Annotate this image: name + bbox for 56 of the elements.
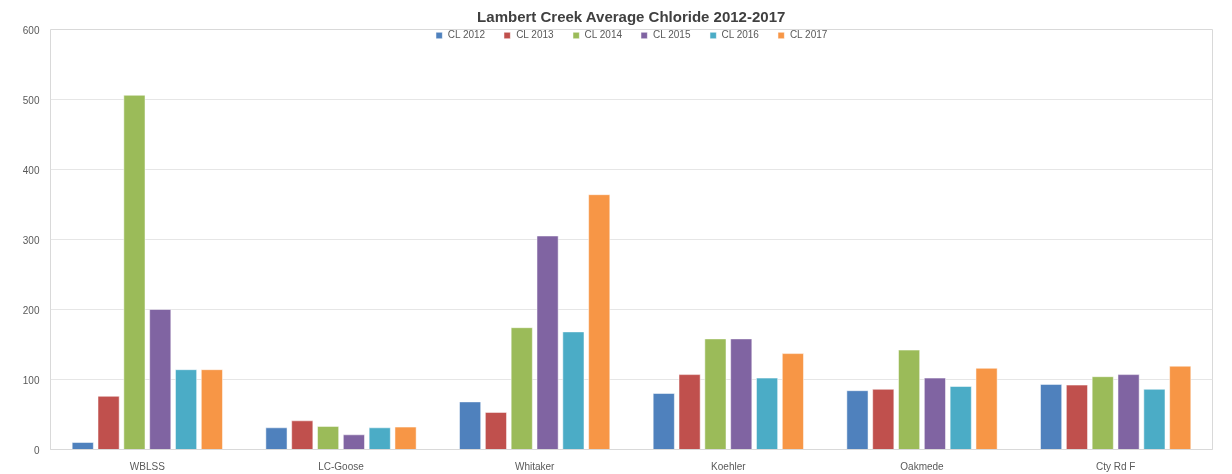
bar [1091,376,1114,450]
bar [872,389,895,450]
bar [175,369,197,450]
bar [265,427,288,450]
bar [291,420,314,450]
bar [782,353,804,450]
y-tick-label: 200 [22,304,40,316]
bar [588,194,611,450]
bar [536,235,559,450]
bar [756,377,778,450]
x-tick-label: LC-Goose [318,460,365,472]
y-tick-label: 300 [22,234,40,246]
x-tick-label: Cty Rd F [1095,460,1136,472]
y-tick-label: 500 [22,94,40,106]
legend-label: CL 2013 [516,29,554,40]
y-tick-label: 100 [22,374,40,386]
bar [1143,389,1166,450]
bar [459,401,481,450]
bar [1040,384,1062,450]
bar [1169,365,1192,450]
bar [704,338,727,450]
bar [949,386,972,450]
bar [898,349,920,450]
y-tick-label: 0 [33,444,40,456]
x-tick-label: Whitaker [514,460,556,472]
bar [368,427,391,450]
bar [71,442,94,450]
bar [97,396,120,450]
bar [201,369,223,450]
legend-label: CL 2014 [584,29,622,40]
bar [317,426,339,450]
bar [924,377,946,450]
bar [485,412,507,450]
legend-label: CL 2017 [789,29,828,40]
bar [510,327,533,450]
x-tick-label: Koehler [711,460,747,472]
x-tick-label: Oakmede [900,460,945,472]
bar [1117,374,1140,450]
legend-label: CL 2015 [653,29,691,40]
y-tick-label: 400 [22,164,40,176]
bar [652,393,675,450]
chart-title: Lambert Creek Average Chloride 2012-2017 [477,7,786,25]
bar [846,390,869,450]
x-tick-label: WBLSS [129,460,166,472]
bar [394,426,417,450]
bar [1066,384,1088,450]
bar [562,331,585,450]
legend-label: CL 2012 [447,29,486,40]
bar [343,434,365,450]
bar [123,95,146,450]
bar [975,368,998,450]
legend-label: CL 2016 [721,29,759,40]
bar [730,338,753,450]
bar [149,309,172,450]
bar [678,374,701,450]
y-tick-label: 600 [22,24,40,36]
